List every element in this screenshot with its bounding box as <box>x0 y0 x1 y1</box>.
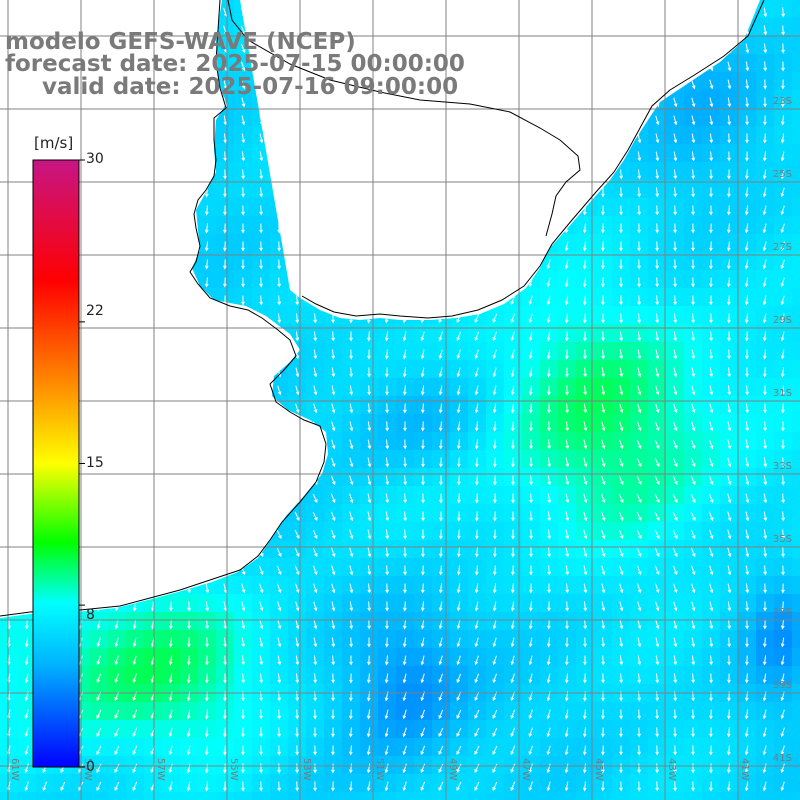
lat-label: 33S <box>773 461 792 472</box>
valid-date: valid date: 2025-07-16 09:00:00 <box>42 74 459 100</box>
colorbar-tick-22: 22 <box>86 303 104 319</box>
model-title: modelo GEFS-WAVE (NCEP) <box>5 29 356 55</box>
colorbar-tick-15: 15 <box>86 455 104 471</box>
lon-label: 51W <box>374 758 385 781</box>
lat-label: 29S <box>773 315 792 326</box>
lat-label: 23S <box>773 96 792 107</box>
lon-label: 43W <box>666 758 677 781</box>
forecast-date: forecast date: 2025-07-15 00:00:00 <box>5 51 465 77</box>
lon-label: 55W <box>228 758 239 781</box>
colorbar-tick-30: 30 <box>86 151 104 167</box>
lat-label: 27S <box>773 242 792 253</box>
latitude-labels: 23S 25S 27S 29S 31S 33S 35S 37S 39S 41S <box>773 96 792 764</box>
lon-label: 41W <box>739 758 750 781</box>
lat-label: 31S <box>773 388 792 399</box>
lon-label: 47W <box>520 758 531 781</box>
lat-label: 35S <box>773 534 792 545</box>
border-line <box>227 0 581 237</box>
lon-label: 45W <box>593 758 604 781</box>
lon-label: 59W <box>82 758 93 781</box>
lat-label: 41S <box>773 753 792 764</box>
coastline-east <box>301 0 765 319</box>
colorbar-tick-8: 8 <box>86 607 95 623</box>
colorbar <box>32 159 80 768</box>
lon-label: 49W <box>447 758 458 781</box>
coastline <box>0 0 327 617</box>
lat-label: 39S <box>773 680 792 691</box>
lon-label: 53W <box>301 758 312 781</box>
lat-label: 37S <box>773 607 792 618</box>
lat-label: 25S <box>773 169 792 180</box>
longitude-labels: 61W 59W 57W 55W 53W 51W 49W 47W 45W 43W 41W <box>9 758 750 781</box>
colorbar-unit: [m/s] <box>34 134 74 152</box>
lon-label: 57W <box>155 758 166 781</box>
colorbar-tick-0: 0 <box>86 759 95 775</box>
lon-label: 61W <box>9 758 20 781</box>
colorbar-ticks <box>79 159 85 768</box>
